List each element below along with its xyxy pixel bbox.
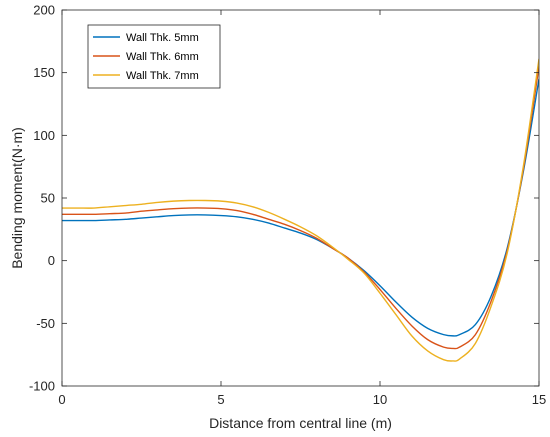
x-tick-label: 5 — [217, 392, 224, 407]
legend-label-1: Wall Thk. 5mm — [126, 32, 199, 44]
x-axis-label: Distance from central line (m) — [209, 415, 392, 431]
legend-label-3: Wall Thk. 7mm — [126, 70, 199, 82]
y-tick-label: 200 — [33, 3, 55, 18]
series-line-2 — [62, 66, 539, 350]
series-line-3 — [62, 58, 539, 362]
x-tick-label: 0 — [58, 392, 65, 407]
y-tick-label: 100 — [33, 128, 55, 143]
y-tick-label: -50 — [36, 316, 55, 331]
x-tick-label: 15 — [532, 392, 546, 407]
y-tick-label: 150 — [33, 65, 55, 80]
legend-label-2: Wall Thk. 6mm — [126, 51, 199, 63]
y-tick-label: 0 — [48, 253, 55, 268]
plot-area: 0 5 10 15 -100 -50 0 50 100 150 200 — [29, 3, 546, 408]
legend: Wall Thk. 5mm Wall Thk. 6mm Wall Thk. 7mm — [87, 24, 221, 89]
y-axis-label: Bending moment(N·m) — [9, 127, 25, 269]
series-line-1 — [62, 78, 539, 337]
y-tick-label: 50 — [41, 191, 55, 206]
y-tick-label: -100 — [29, 379, 55, 394]
x-tick-label: 10 — [373, 392, 387, 407]
